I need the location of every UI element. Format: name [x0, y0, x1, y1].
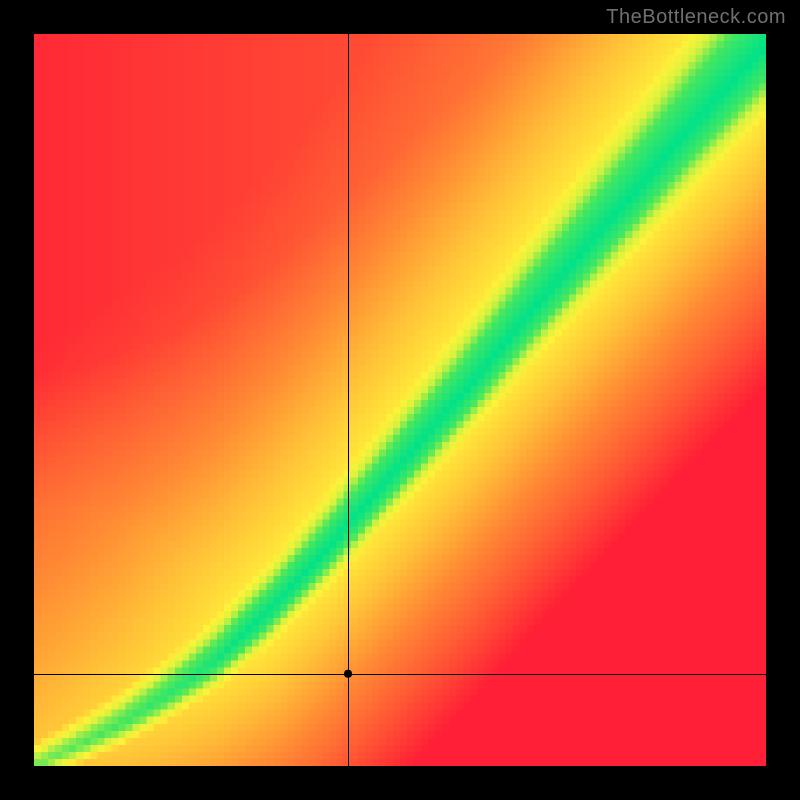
- heatmap-plot: [34, 34, 766, 766]
- crosshair-overlay: [34, 34, 766, 766]
- watermark-text: TheBottleneck.com: [606, 6, 786, 29]
